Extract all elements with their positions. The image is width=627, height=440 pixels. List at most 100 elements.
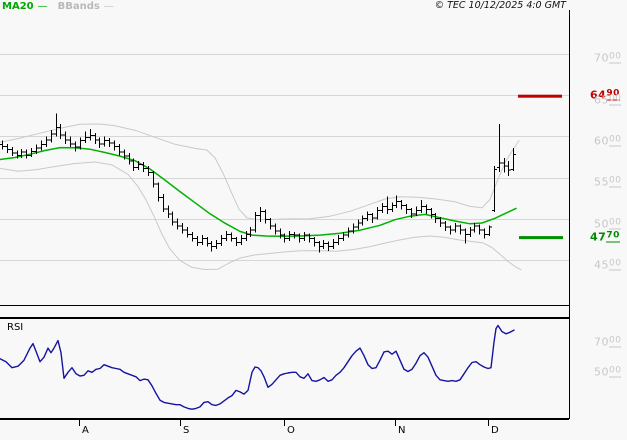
price-bar bbox=[409, 208, 414, 218]
price-bar bbox=[429, 208, 434, 219]
price-bar bbox=[292, 231, 297, 239]
price-bar bbox=[511, 148, 516, 171]
support-level-label: 4770 bbox=[590, 230, 620, 244]
rsi-axis-label: 7000 bbox=[594, 335, 622, 349]
price-bar bbox=[477, 224, 482, 235]
price-axis-label-sup: 00 bbox=[609, 217, 622, 229]
price-bar bbox=[346, 227, 351, 238]
price-axis-label-main: 70 bbox=[594, 51, 609, 65]
price-bar bbox=[375, 207, 380, 220]
price-bar bbox=[73, 141, 78, 152]
support-level-label-sup: 70 bbox=[606, 230, 620, 242]
price-bar bbox=[229, 232, 234, 242]
price-bar bbox=[161, 194, 166, 213]
price-bar bbox=[482, 228, 487, 239]
price-bar bbox=[307, 233, 312, 243]
copyright-text: © TEC 10/12/2025 4:0 GMT bbox=[434, 0, 566, 11]
rsi-panel-title: RSI bbox=[7, 322, 24, 333]
price-bar bbox=[487, 225, 492, 236]
price-bar bbox=[151, 171, 156, 188]
price-bar bbox=[321, 240, 326, 250]
price-bar bbox=[326, 241, 331, 251]
price-axis-label-sup: 00 bbox=[609, 93, 622, 105]
price-bar bbox=[287, 231, 292, 241]
price-bar bbox=[312, 236, 317, 247]
price-bar bbox=[356, 219, 361, 230]
price-axis-label-sup: 00 bbox=[609, 175, 622, 187]
price-bar bbox=[351, 223, 356, 234]
price-axis-label-main: 45 bbox=[594, 258, 609, 272]
price-bar bbox=[29, 148, 34, 157]
price-bar bbox=[180, 222, 185, 234]
price-bar bbox=[458, 224, 463, 235]
price-bar bbox=[370, 212, 375, 223]
price-bar bbox=[93, 133, 98, 144]
price-bar bbox=[472, 222, 477, 233]
price-bar bbox=[273, 223, 278, 235]
price-bar bbox=[234, 236, 239, 246]
resistance-level-label-main: 64 bbox=[590, 88, 607, 102]
price-bar bbox=[394, 195, 399, 208]
rsi-axis-label: 5000 bbox=[594, 365, 622, 379]
price-axis-label-sup: 00 bbox=[609, 51, 622, 63]
price-bar bbox=[34, 144, 39, 154]
rsi-axis-label-main: 50 bbox=[594, 365, 609, 379]
price-bar bbox=[248, 226, 253, 237]
price-axis-label-main: 60 bbox=[594, 134, 609, 148]
price-bar bbox=[195, 236, 200, 246]
price-bar bbox=[205, 236, 210, 247]
price-bar bbox=[63, 131, 68, 144]
price-bar bbox=[83, 131, 88, 144]
price-bar bbox=[219, 235, 224, 246]
price-bar bbox=[419, 199, 424, 213]
price-bar bbox=[468, 226, 473, 237]
month-label-N: N bbox=[398, 425, 406, 436]
price-bar bbox=[136, 161, 141, 171]
price-bar bbox=[438, 217, 443, 227]
support-level-line bbox=[519, 236, 563, 240]
price-bar bbox=[156, 182, 161, 202]
price-bar bbox=[0, 140, 5, 150]
price-bar bbox=[68, 136, 73, 148]
price-bar bbox=[141, 162, 146, 172]
price-bar bbox=[424, 204, 429, 214]
price-bar bbox=[506, 161, 511, 176]
price-bar bbox=[404, 203, 409, 214]
price-axis-label-main: 65 bbox=[594, 93, 609, 107]
price-axis-label: 7000 bbox=[594, 51, 622, 65]
resistance-level-label-sup: 90 bbox=[606, 88, 620, 100]
price-bar bbox=[24, 149, 29, 159]
month-label-A: A bbox=[82, 425, 89, 436]
price-bar bbox=[185, 226, 190, 238]
bollinger-upper-band bbox=[0, 123, 520, 221]
price-bar bbox=[360, 215, 365, 226]
price-axis-label: 4500 bbox=[594, 258, 622, 272]
price-axis-label: 5000 bbox=[594, 217, 622, 231]
rsi-axis-label-sup: 00 bbox=[609, 365, 622, 377]
price-bar bbox=[390, 202, 395, 213]
chart-legend: MA20 — BBands — bbox=[2, 1, 114, 12]
month-label-S: S bbox=[183, 425, 190, 436]
ma20-line bbox=[0, 146, 517, 238]
rsi-axis-label-sup: 00 bbox=[609, 335, 622, 347]
price-axis-label-main: 55 bbox=[594, 175, 609, 189]
price-bar bbox=[253, 212, 258, 233]
price-bar bbox=[224, 231, 229, 241]
price-bar bbox=[166, 205, 171, 218]
price-bar bbox=[263, 209, 268, 224]
resistance-level-label: 6490 bbox=[590, 88, 620, 102]
rsi-axis-label-main: 70 bbox=[594, 335, 609, 349]
price-bar bbox=[97, 137, 102, 148]
rsi-line bbox=[0, 324, 515, 410]
price-bar bbox=[258, 207, 263, 222]
price-bar bbox=[365, 211, 370, 222]
price-bar bbox=[190, 231, 195, 242]
price-bar bbox=[117, 143, 122, 156]
price-bar bbox=[170, 211, 175, 226]
price-bar bbox=[448, 225, 453, 235]
month-label-D: D bbox=[491, 425, 499, 436]
price-bar bbox=[19, 148, 24, 158]
resistance-level-line bbox=[518, 94, 562, 98]
price-bar bbox=[302, 231, 307, 241]
